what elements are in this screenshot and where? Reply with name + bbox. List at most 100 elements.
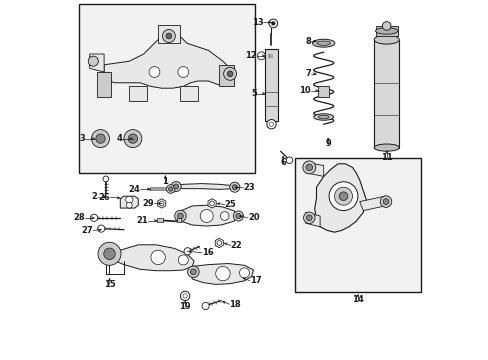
Circle shape [171, 181, 181, 192]
Ellipse shape [313, 114, 333, 120]
Text: 8: 8 [305, 37, 310, 46]
Circle shape [380, 196, 391, 207]
Bar [79, 4, 255, 173]
Text: 12: 12 [245, 51, 257, 60]
Circle shape [190, 269, 196, 275]
Text: 15: 15 [103, 280, 115, 289]
Circle shape [229, 182, 239, 192]
Text: 20: 20 [247, 213, 259, 222]
Text: 17: 17 [249, 276, 261, 285]
Polygon shape [178, 205, 239, 226]
Text: 7: 7 [305, 69, 310, 78]
Circle shape [166, 185, 175, 193]
Polygon shape [89, 54, 104, 72]
Polygon shape [97, 72, 111, 97]
Circle shape [98, 225, 104, 232]
Circle shape [177, 213, 183, 219]
Circle shape [257, 52, 265, 60]
Circle shape [235, 213, 241, 219]
Circle shape [180, 291, 189, 301]
Circle shape [149, 67, 160, 77]
Circle shape [215, 266, 230, 281]
Circle shape [271, 22, 275, 25]
Text: 2: 2 [92, 192, 98, 201]
Text: 14: 14 [351, 295, 363, 304]
Text: 21: 21 [136, 216, 148, 225]
Polygon shape [305, 162, 323, 176]
Polygon shape [190, 264, 253, 284]
Circle shape [239, 268, 249, 278]
Polygon shape [149, 188, 170, 190]
Polygon shape [176, 184, 233, 189]
Circle shape [178, 67, 188, 77]
Circle shape [126, 202, 132, 208]
Circle shape [305, 164, 312, 171]
Circle shape [268, 19, 277, 28]
Polygon shape [120, 196, 138, 208]
Circle shape [125, 196, 133, 203]
Text: 9: 9 [325, 139, 330, 148]
Bar [177, 218, 181, 222]
Ellipse shape [318, 115, 328, 119]
Circle shape [174, 210, 186, 222]
Text: 10: 10 [299, 86, 310, 95]
Ellipse shape [312, 39, 334, 47]
Circle shape [123, 130, 142, 148]
Text: 28: 28 [74, 213, 85, 222]
Circle shape [285, 157, 292, 163]
Bar [294, 158, 420, 292]
Circle shape [202, 302, 209, 310]
Circle shape [88, 56, 98, 66]
Ellipse shape [373, 35, 399, 44]
Text: 27: 27 [81, 226, 93, 235]
Polygon shape [158, 25, 179, 43]
Circle shape [232, 185, 237, 190]
Circle shape [220, 212, 228, 220]
Circle shape [103, 176, 108, 182]
Polygon shape [129, 86, 147, 101]
Polygon shape [314, 164, 366, 232]
Circle shape [334, 187, 352, 205]
Text: 22: 22 [230, 241, 242, 250]
Circle shape [103, 248, 115, 260]
Bar [373, 40, 399, 148]
Circle shape [173, 184, 178, 189]
Text: 23: 23 [244, 184, 255, 192]
Circle shape [128, 134, 137, 143]
Text: 3: 3 [80, 134, 85, 143]
Circle shape [166, 33, 171, 39]
Circle shape [382, 199, 388, 204]
Text: 19: 19 [179, 302, 190, 311]
Text: 29: 29 [142, 199, 153, 208]
Polygon shape [359, 196, 387, 211]
Circle shape [266, 120, 276, 129]
Polygon shape [109, 245, 194, 271]
Bar [157, 218, 163, 222]
Text: 18: 18 [229, 300, 241, 309]
Polygon shape [207, 199, 216, 208]
Circle shape [306, 215, 311, 221]
Circle shape [200, 210, 213, 222]
Circle shape [98, 242, 121, 265]
Text: 25: 25 [224, 200, 236, 209]
Circle shape [303, 212, 314, 224]
Circle shape [162, 30, 175, 42]
Circle shape [328, 182, 357, 211]
Text: 16: 16 [202, 248, 213, 257]
Circle shape [183, 248, 191, 255]
Circle shape [339, 192, 347, 201]
Text: 6: 6 [280, 158, 285, 167]
Circle shape [187, 266, 199, 278]
Bar [375, 26, 397, 36]
Polygon shape [179, 86, 197, 101]
Circle shape [96, 134, 105, 143]
Circle shape [168, 187, 172, 191]
Bar [318, 86, 328, 97]
Text: 1: 1 [162, 177, 168, 186]
Polygon shape [104, 32, 233, 88]
Text: 26: 26 [99, 193, 110, 202]
Circle shape [91, 130, 109, 148]
Text: 5: 5 [251, 89, 257, 98]
Circle shape [302, 161, 315, 174]
Polygon shape [157, 199, 165, 208]
